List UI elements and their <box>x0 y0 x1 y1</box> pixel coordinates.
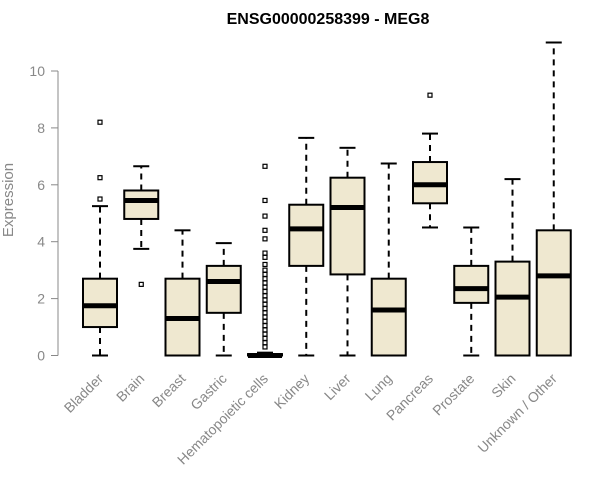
outlier-point <box>262 335 268 342</box>
box-group <box>329 146 366 357</box>
outlier-point <box>262 250 268 256</box>
y-tick-label: 8 <box>37 120 45 136</box>
x-category-label: Brain <box>113 370 147 404</box>
x-category-label: Kidney <box>271 370 313 412</box>
box-group <box>123 165 160 287</box>
box-group <box>412 92 448 229</box>
box-group <box>288 136 325 357</box>
outlier-point <box>138 281 144 287</box>
x-category-label: Skin <box>488 370 519 401</box>
y-axis: 0 2 4 6 8 10 <box>29 63 59 364</box>
box <box>453 264 490 304</box>
outlier-point <box>262 261 268 268</box>
outlier-point <box>262 254 268 260</box>
y-tick-label: 2 <box>37 291 45 307</box>
box <box>329 176 366 276</box>
outlier-point <box>262 340 268 346</box>
box <box>123 189 160 220</box>
outlier-point <box>262 280 268 286</box>
outlier-point <box>262 314 268 320</box>
outlier-point <box>262 327 268 333</box>
x-category-label: Bladder <box>61 370 107 416</box>
outlier-point <box>262 276 268 282</box>
outlier-point <box>262 323 268 329</box>
box <box>494 260 531 357</box>
chart-title: ENSG00000258399 - MEG8 <box>227 11 430 28</box>
outlier-point <box>262 227 268 233</box>
outlier-point <box>262 288 268 295</box>
x-category-label: Liver <box>321 370 354 403</box>
box-group <box>247 163 283 358</box>
box-group <box>205 242 242 357</box>
box <box>205 264 242 314</box>
outlier-point <box>427 92 433 98</box>
outlier-point <box>97 175 103 181</box>
box-group <box>370 162 407 357</box>
x-category-label: Prostate <box>429 370 477 418</box>
x-category-label: Lung <box>362 370 395 403</box>
boxes <box>82 41 572 358</box>
outlier-point <box>262 236 268 242</box>
y-axis-label: Expression <box>0 163 17 237</box>
outlier-point <box>97 196 103 202</box>
outlier-point <box>262 267 268 273</box>
outlier-point <box>262 297 268 303</box>
box-group <box>164 229 201 357</box>
box-group <box>494 178 531 357</box>
outlier-point <box>262 163 268 169</box>
outlier-point <box>97 119 103 125</box>
outlier-point <box>262 301 268 307</box>
outlier-point <box>262 197 268 204</box>
box <box>82 277 118 329</box>
box <box>288 203 325 267</box>
x-category-label: Breast <box>149 370 189 410</box>
y-tick-label: 10 <box>29 63 45 79</box>
box <box>535 229 572 357</box>
outlier-point <box>262 213 268 219</box>
outlier-point <box>262 293 268 299</box>
outlier-point <box>262 271 268 278</box>
box-group <box>82 119 118 357</box>
outlier-point <box>262 331 268 337</box>
outlier-point <box>262 305 268 312</box>
y-tick-label: 0 <box>37 348 45 364</box>
box-group <box>535 41 572 357</box>
outlier-point <box>262 318 268 324</box>
box <box>370 277 407 357</box>
y-tick-label: 4 <box>37 234 45 250</box>
y-tick-label: 6 <box>37 177 45 193</box>
outlier-point <box>262 284 268 290</box>
box-group <box>453 226 490 357</box>
outlier-point <box>262 344 268 350</box>
outlier-point <box>262 310 268 316</box>
